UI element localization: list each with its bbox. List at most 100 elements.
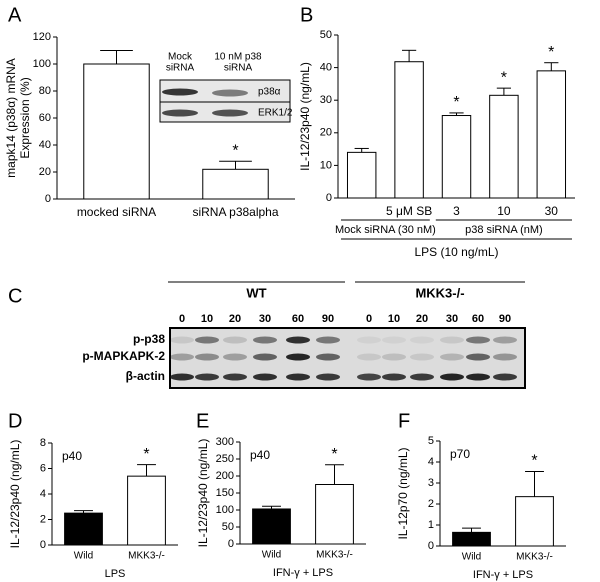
blot-band — [286, 373, 310, 381]
y-tick-label: 6 — [40, 462, 46, 474]
y-tick-label: 0 — [228, 538, 234, 550]
series-note: p40 — [62, 449, 82, 463]
timepoint-label: 30 — [446, 313, 458, 325]
blot-band — [195, 336, 219, 344]
significance-marker: * — [331, 446, 337, 463]
inset-row-label: p38α — [258, 87, 281, 98]
panel-label: B — [300, 4, 313, 26]
y-tick-label: 250 — [216, 453, 234, 465]
blot-band — [286, 353, 310, 361]
bar — [202, 168, 269, 200]
y-tick-label: 8 — [40, 437, 46, 449]
y-tick-label: 100 — [33, 58, 51, 70]
x-axis-label: LPS (10 ng/mL) — [414, 245, 498, 259]
timepoint-label: 0 — [366, 313, 372, 325]
y-axis-label: Expression (%) — [18, 77, 32, 158]
blot-band — [195, 353, 219, 361]
y-tick-label: 1 — [428, 519, 434, 531]
y-tick-label: 100 — [216, 504, 234, 516]
blot-band — [170, 373, 194, 381]
x-tick-label: MKK3-/- — [128, 551, 165, 562]
blot-band — [170, 353, 194, 361]
x-axis-label: LPS — [105, 568, 126, 580]
blot-band — [382, 353, 406, 361]
blot-band — [410, 373, 434, 381]
series-note: p70 — [450, 447, 470, 461]
y-tick-label: 2 — [428, 498, 434, 510]
blot-band — [223, 336, 247, 344]
y-tick-label: 120 — [33, 31, 51, 43]
y-tick-label: 20 — [320, 127, 332, 139]
significance-marker: * — [531, 453, 537, 470]
y-tick-label: 10 — [320, 159, 332, 171]
inset-column-label: siRNA — [166, 63, 195, 74]
timepoint-label: 90 — [322, 313, 334, 325]
blot-band — [212, 109, 248, 117]
y-axis-label: IL-12/23p40 (ng/mL) — [298, 62, 312, 171]
y-tick-label: 20 — [39, 166, 51, 178]
y-tick-label: 4 — [40, 488, 46, 500]
y-axis-label: mapk14 (p38α) mRNA — [4, 58, 18, 178]
y-tick-label: 40 — [39, 139, 51, 151]
bar — [536, 70, 567, 199]
blot-band — [410, 336, 434, 344]
timepoint-label: 10 — [388, 313, 400, 325]
x-tick-label: 10 — [497, 204, 511, 218]
timepoint-label: 20 — [229, 313, 241, 325]
y-tick-label: 40 — [320, 62, 332, 74]
panel-label: C — [8, 285, 22, 307]
blot-band — [357, 336, 381, 344]
blot-band — [286, 336, 310, 344]
bar — [346, 151, 377, 199]
blot-band — [195, 373, 219, 381]
y-tick-label: 4 — [428, 456, 434, 468]
bar — [452, 531, 491, 547]
bar — [64, 512, 103, 546]
blot-band — [382, 373, 406, 381]
y-tick-label: 50 — [222, 521, 234, 533]
panel-label: E — [196, 410, 209, 432]
timepoint-label: 90 — [499, 313, 511, 325]
significance-marker: * — [453, 94, 459, 111]
blot-band — [493, 353, 517, 361]
x-axis-label: IFN-γ + LPS — [473, 569, 533, 581]
y-tick-label: 200 — [216, 470, 234, 482]
significance-marker: * — [548, 44, 554, 61]
significance-marker: * — [232, 142, 238, 159]
group-label: p38 siRNA (nM) — [465, 224, 543, 236]
y-axis-label: IL-12/23p40 (ng/mL) — [8, 440, 22, 549]
y-tick-label: 2 — [40, 513, 46, 525]
inset-column-label: Mock — [168, 52, 193, 63]
y-tick-label: 60 — [39, 112, 51, 124]
blot-band — [440, 336, 464, 344]
x-tick-label: Wild — [262, 550, 281, 561]
blot-band — [493, 336, 517, 344]
y-tick-label: 3 — [428, 477, 434, 489]
blot-band — [223, 353, 247, 361]
x-tick-label: 3 — [453, 204, 460, 218]
blot-band — [410, 353, 434, 361]
y-tick-label: 0 — [428, 540, 434, 552]
y-tick-label: 0 — [326, 192, 332, 204]
x-tick-label: siRNA p38alpha — [192, 205, 278, 219]
bar — [489, 94, 519, 199]
blot-band — [253, 336, 277, 344]
bar — [394, 61, 424, 199]
x-tick-label: MKK3-/- — [516, 552, 553, 563]
group-label: MKK3-/- — [415, 285, 464, 300]
x-tick-label: 30 — [545, 204, 559, 218]
blot-band — [253, 353, 277, 361]
y-tick-label: 80 — [39, 85, 51, 97]
blot-band — [466, 353, 490, 361]
blot-band — [493, 373, 517, 381]
panel-label: A — [8, 4, 22, 26]
blot-band — [316, 373, 340, 381]
bar — [315, 484, 354, 545]
significance-marker: * — [143, 446, 149, 463]
timepoint-label: 10 — [201, 313, 213, 325]
blot-band — [440, 373, 464, 381]
y-tick-label: 0 — [45, 193, 51, 205]
blot-band — [316, 353, 340, 361]
significance-marker: * — [501, 69, 507, 86]
